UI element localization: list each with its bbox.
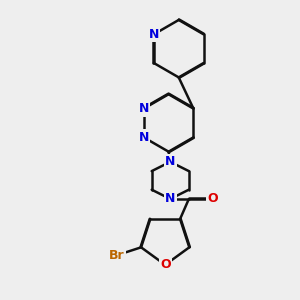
Text: N: N <box>165 155 175 168</box>
Text: N: N <box>139 131 149 144</box>
Text: O: O <box>207 193 218 206</box>
Text: N: N <box>165 193 175 206</box>
Text: O: O <box>160 258 170 271</box>
Text: Br: Br <box>109 249 125 262</box>
Text: N: N <box>149 28 159 41</box>
Text: N: N <box>139 102 149 115</box>
